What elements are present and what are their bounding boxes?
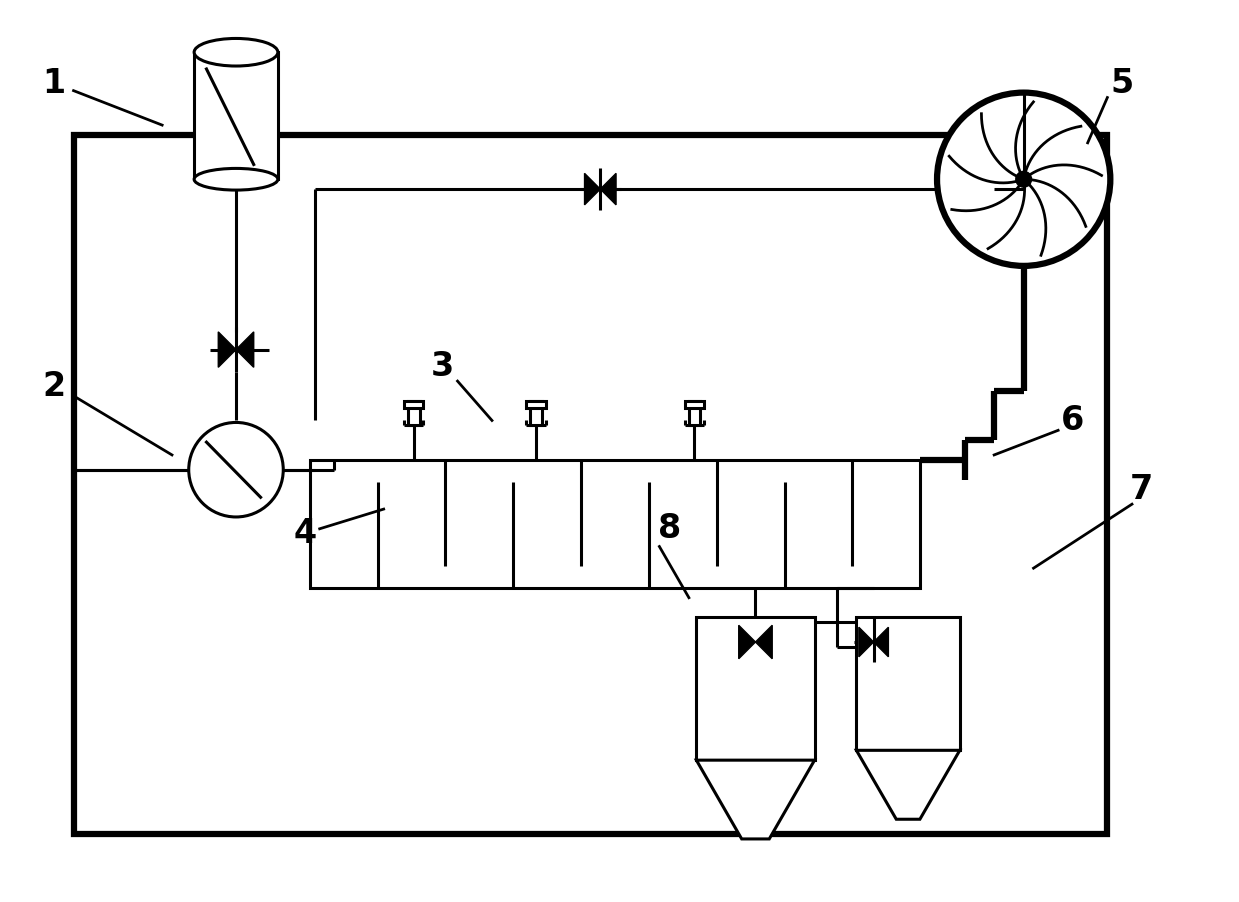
- Bar: [195, 52, 278, 179]
- Bar: [530, 400, 541, 426]
- Ellipse shape: [195, 39, 278, 66]
- Polygon shape: [873, 627, 888, 657]
- Circle shape: [1016, 171, 1032, 187]
- Bar: [404, 400, 424, 408]
- Text: 1: 1: [42, 68, 66, 100]
- Polygon shape: [738, 625, 756, 658]
- Text: 4: 4: [294, 517, 316, 550]
- Bar: [856, 617, 960, 750]
- Polygon shape: [235, 332, 254, 367]
- Bar: [408, 400, 420, 426]
- Text: 8: 8: [658, 512, 681, 546]
- Polygon shape: [696, 760, 814, 839]
- Ellipse shape: [195, 169, 278, 190]
- Bar: [525, 400, 545, 408]
- Text: 3: 3: [431, 350, 455, 382]
- Circle shape: [188, 422, 284, 517]
- Polygon shape: [859, 627, 873, 657]
- Text: 2: 2: [42, 370, 66, 402]
- Polygon shape: [856, 750, 960, 819]
- Polygon shape: [601, 173, 616, 205]
- Bar: [310, 460, 921, 588]
- Polygon shape: [218, 332, 235, 367]
- Text: 7: 7: [1130, 473, 1154, 506]
- Bar: [73, 135, 1108, 834]
- Text: 6: 6: [1062, 404, 1084, 437]
- Bar: [696, 617, 814, 760]
- Bar: [685, 400, 704, 408]
- Polygon shape: [756, 625, 772, 658]
- Polygon shape: [585, 173, 601, 205]
- Text: 5: 5: [1110, 68, 1134, 100]
- Circle shape: [937, 93, 1110, 266]
- Bar: [689, 400, 700, 426]
